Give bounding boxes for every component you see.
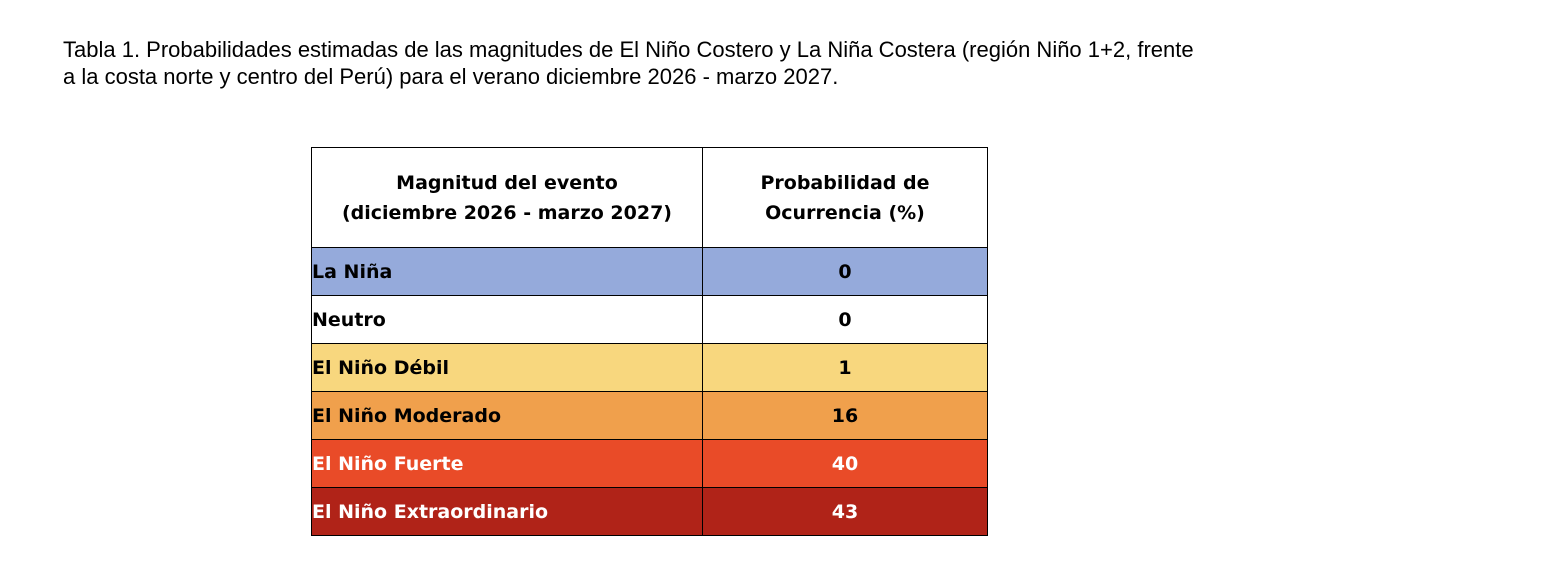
caption-line-2: a la costa norte y centro del Perú) para… bbox=[63, 64, 839, 89]
table-row-el-nino-debil: El Niño Débil 1 bbox=[311, 343, 988, 392]
table-caption: Tabla 1. Probabilidades estimadas de las… bbox=[63, 36, 1503, 90]
row-label: La Niña bbox=[311, 247, 703, 296]
row-probability-value: 43 bbox=[702, 487, 988, 536]
probability-table: Magnitud del evento (diciembre 2026 - ma… bbox=[311, 147, 988, 536]
row-probability-value: 16 bbox=[702, 391, 988, 440]
table-row-el-nino-moderado: El Niño Moderado 16 bbox=[311, 391, 988, 440]
row-probability-value: 40 bbox=[702, 439, 988, 488]
table-row-el-nino-fuerte: El Niño Fuerte 40 bbox=[311, 439, 988, 488]
table-row-la-nina: La Niña 0 bbox=[311, 247, 988, 296]
header-magnitude-line-1: Magnitud del evento bbox=[396, 171, 618, 194]
table-row-neutro: Neutro 0 bbox=[311, 295, 988, 344]
row-probability-value: 1 bbox=[702, 343, 988, 392]
caption-line-1: Tabla 1. Probabilidades estimadas de las… bbox=[63, 37, 1194, 62]
header-probability-line-2: Ocurrencia (%) bbox=[765, 201, 925, 224]
row-label: El Niño Moderado bbox=[311, 391, 703, 440]
row-probability-value: 0 bbox=[702, 295, 988, 344]
header-probability: Probabilidad de Ocurrencia (%) bbox=[702, 147, 988, 248]
row-label: El Niño Fuerte bbox=[311, 439, 703, 488]
table-header-row: Magnitud del evento (diciembre 2026 - ma… bbox=[311, 147, 988, 248]
header-probability-line-1: Probabilidad de bbox=[760, 171, 930, 194]
row-label: El Niño Débil bbox=[311, 343, 703, 392]
table-row-el-nino-extraordinario: El Niño Extraordinario 43 bbox=[311, 487, 988, 536]
header-magnitude: Magnitud del evento (diciembre 2026 - ma… bbox=[311, 147, 703, 248]
header-magnitude-line-2: (diciembre 2026 - marzo 2027) bbox=[341, 201, 672, 224]
row-label: El Niño Extraordinario bbox=[311, 487, 703, 536]
row-probability-value: 0 bbox=[702, 247, 988, 296]
row-label: Neutro bbox=[311, 295, 703, 344]
